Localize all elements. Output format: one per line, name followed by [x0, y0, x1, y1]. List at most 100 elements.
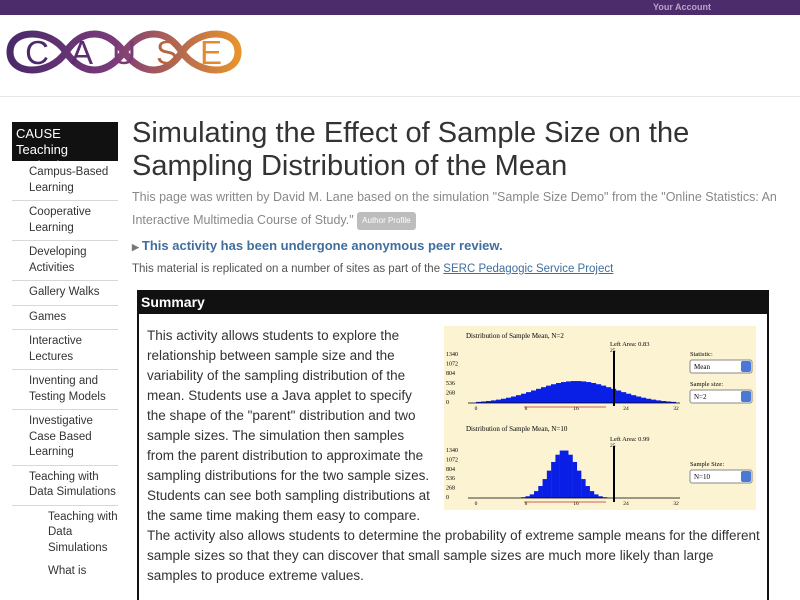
top-histogram-bar: [546, 385, 552, 403]
replication-text: This material is replicated on a number …: [132, 263, 441, 275]
top-x-tick-label: 8: [525, 406, 528, 412]
top-histogram-bar: [511, 396, 517, 403]
bottom-histogram-bar: [598, 496, 603, 498]
cause-logo[interactable]: C A U S E: [6, 22, 242, 82]
top-histogram-bar: [596, 384, 602, 403]
triangle-right-icon: ▶: [132, 242, 139, 252]
sample-size-label-bottom: Sample Size:: [690, 461, 724, 468]
top-histogram-bar: [581, 381, 587, 403]
bottom-chart-title: Distribution of Sample Mean, N=10: [466, 425, 568, 433]
top-histogram-bar: [586, 382, 592, 403]
bottom-histogram-bar: [546, 470, 552, 498]
sidebar-item[interactable]: Investigative Case Based Learning: [12, 410, 118, 466]
bottom-y-axis: 1340 1072 804 536 268 0: [446, 448, 458, 501]
top-histogram-bar: [486, 400, 492, 403]
bottom-histogram-bar: [576, 470, 582, 498]
top-histogram-bar: [556, 383, 562, 403]
select-arrows-icon: [741, 361, 751, 372]
statistic-value: Mean: [694, 363, 710, 371]
sidebar-item[interactable]: Developing Activities: [12, 241, 118, 281]
summary-text: This activity allows students to explore…: [147, 328, 760, 583]
top-histogram-bar: [516, 395, 522, 403]
top-histogram-bar: [636, 396, 642, 403]
top-histogram-bar: [481, 401, 487, 403]
bottom-marker-value: 25: [610, 443, 616, 449]
serc-link[interactable]: SERC Pedagogic Service Project: [443, 263, 614, 275]
logo-letter: E: [200, 34, 222, 71]
top-histogram-bar: [591, 383, 597, 403]
logo-letter: S: [156, 34, 178, 71]
bottom-histogram-bar: [585, 486, 590, 498]
sidebar: CAUSE Teaching Methods Campus-Based Lear…: [12, 122, 118, 584]
sidebar-item[interactable]: Games: [12, 306, 118, 330]
bottom-histogram-bar: [572, 461, 578, 498]
logo-letter: A: [71, 34, 93, 71]
sample-size-select-top[interactable]: N=2: [689, 389, 753, 404]
sample-size-label-top: Sample size:: [690, 381, 723, 388]
top-histogram-bar: [666, 401, 672, 403]
page-title: Simulating the Effect of Sample Size on …: [132, 117, 690, 182]
top-x-tick-label: 24: [623, 406, 629, 412]
top-y-axis: 1340 1072 804 536 268 0: [446, 352, 458, 406]
top-histogram-bar: [606, 387, 612, 403]
top-x-axis: 0 8 16 24 32: [475, 406, 679, 412]
sample-size-select-bottom[interactable]: N=10: [689, 469, 753, 484]
top-histogram-bar: [536, 388, 542, 403]
top-histogram-bar: [641, 397, 647, 403]
bottom-histogram-bar: [551, 461, 556, 498]
top-histogram-bar: [566, 381, 572, 403]
top-histogram-bar: [656, 400, 662, 403]
logo-letter: U: [112, 34, 136, 71]
bottom-histogram-bar: [589, 491, 595, 498]
sidebar-item[interactable]: Interactive Lectures: [12, 330, 118, 370]
replication-note: This material is replicated on a number …: [132, 263, 792, 275]
bottom-histogram: [521, 450, 608, 498]
sidebar-item[interactable]: Inventing and Testing Models: [12, 370, 118, 410]
statistic-label: Statistic:: [690, 351, 713, 358]
select-arrows-icon: [741, 391, 751, 402]
sidebar-title[interactable]: CAUSE Teaching Methods: [12, 122, 118, 173]
bottom-y-tick-label: 268: [446, 486, 455, 492]
top-histogram-bar: [576, 381, 582, 403]
bottom-histogram-bar: [568, 454, 573, 498]
main-content: Simulating the Effect of Sample Size on …: [132, 117, 792, 275]
top-histogram-bar: [531, 390, 537, 403]
top-histogram-bar: [651, 399, 657, 403]
sidebar-item[interactable]: Gallery Walks: [12, 281, 118, 306]
your-account-link[interactable]: Your Account: [653, 2, 711, 12]
bottom-histogram-bar: [529, 494, 535, 498]
bottom-histogram-bar: [525, 496, 530, 498]
summary-heading: Summary: [139, 290, 767, 314]
bottom-x-tick-label: 16: [573, 501, 579, 507]
top-histogram-bar: [551, 384, 557, 403]
select-arrows-icon: [741, 471, 751, 482]
sidebar-item[interactable]: Cooperative Learning: [12, 201, 118, 241]
top-histogram-bar: [626, 393, 632, 403]
top-histogram-bar: [506, 397, 512, 403]
top-x-tick-label: 16: [573, 406, 579, 412]
byline-text: This page was written by David M. Lane b…: [132, 190, 777, 227]
sidebar-item[interactable]: Campus-Based Learning: [12, 161, 118, 201]
top-y-tick-label: 0: [446, 400, 449, 406]
statistic-select[interactable]: Mean: [689, 359, 753, 374]
bottom-histogram-bar: [594, 494, 599, 498]
bottom-histogram-bar: [581, 479, 586, 498]
bottom-y-tick-label: 804: [446, 467, 455, 473]
sidebar-item[interactable]: What is: [48, 565, 87, 577]
sidebar-item[interactable]: Teaching with Data Simulations: [12, 466, 118, 506]
top-histogram-bar: [561, 382, 567, 403]
bottom-x-tick-label: 0: [475, 501, 478, 507]
sidebar-item[interactable]: Teaching with Data Simulations: [48, 510, 118, 554]
sample-size-applet-image: Distribution of Sample Mean, N=2 Left Ar…: [444, 326, 756, 510]
author-profile-button[interactable]: Author Profile: [357, 211, 416, 230]
top-histogram-bar: [476, 401, 482, 403]
top-histogram-bar: [661, 400, 667, 403]
top-histogram-bar: [671, 401, 677, 403]
bottom-histogram-bar: [564, 450, 569, 498]
bottom-histogram-bar: [534, 491, 539, 498]
peer-review-toggle[interactable]: ▶ This activity has been undergone anonym…: [132, 238, 792, 253]
top-bar: Your Account: [0, 0, 800, 15]
bottom-left-area: Left Area: 0.99: [610, 436, 650, 443]
top-y-tick-label: 536: [446, 381, 455, 387]
top-histogram-bar: [646, 398, 652, 403]
